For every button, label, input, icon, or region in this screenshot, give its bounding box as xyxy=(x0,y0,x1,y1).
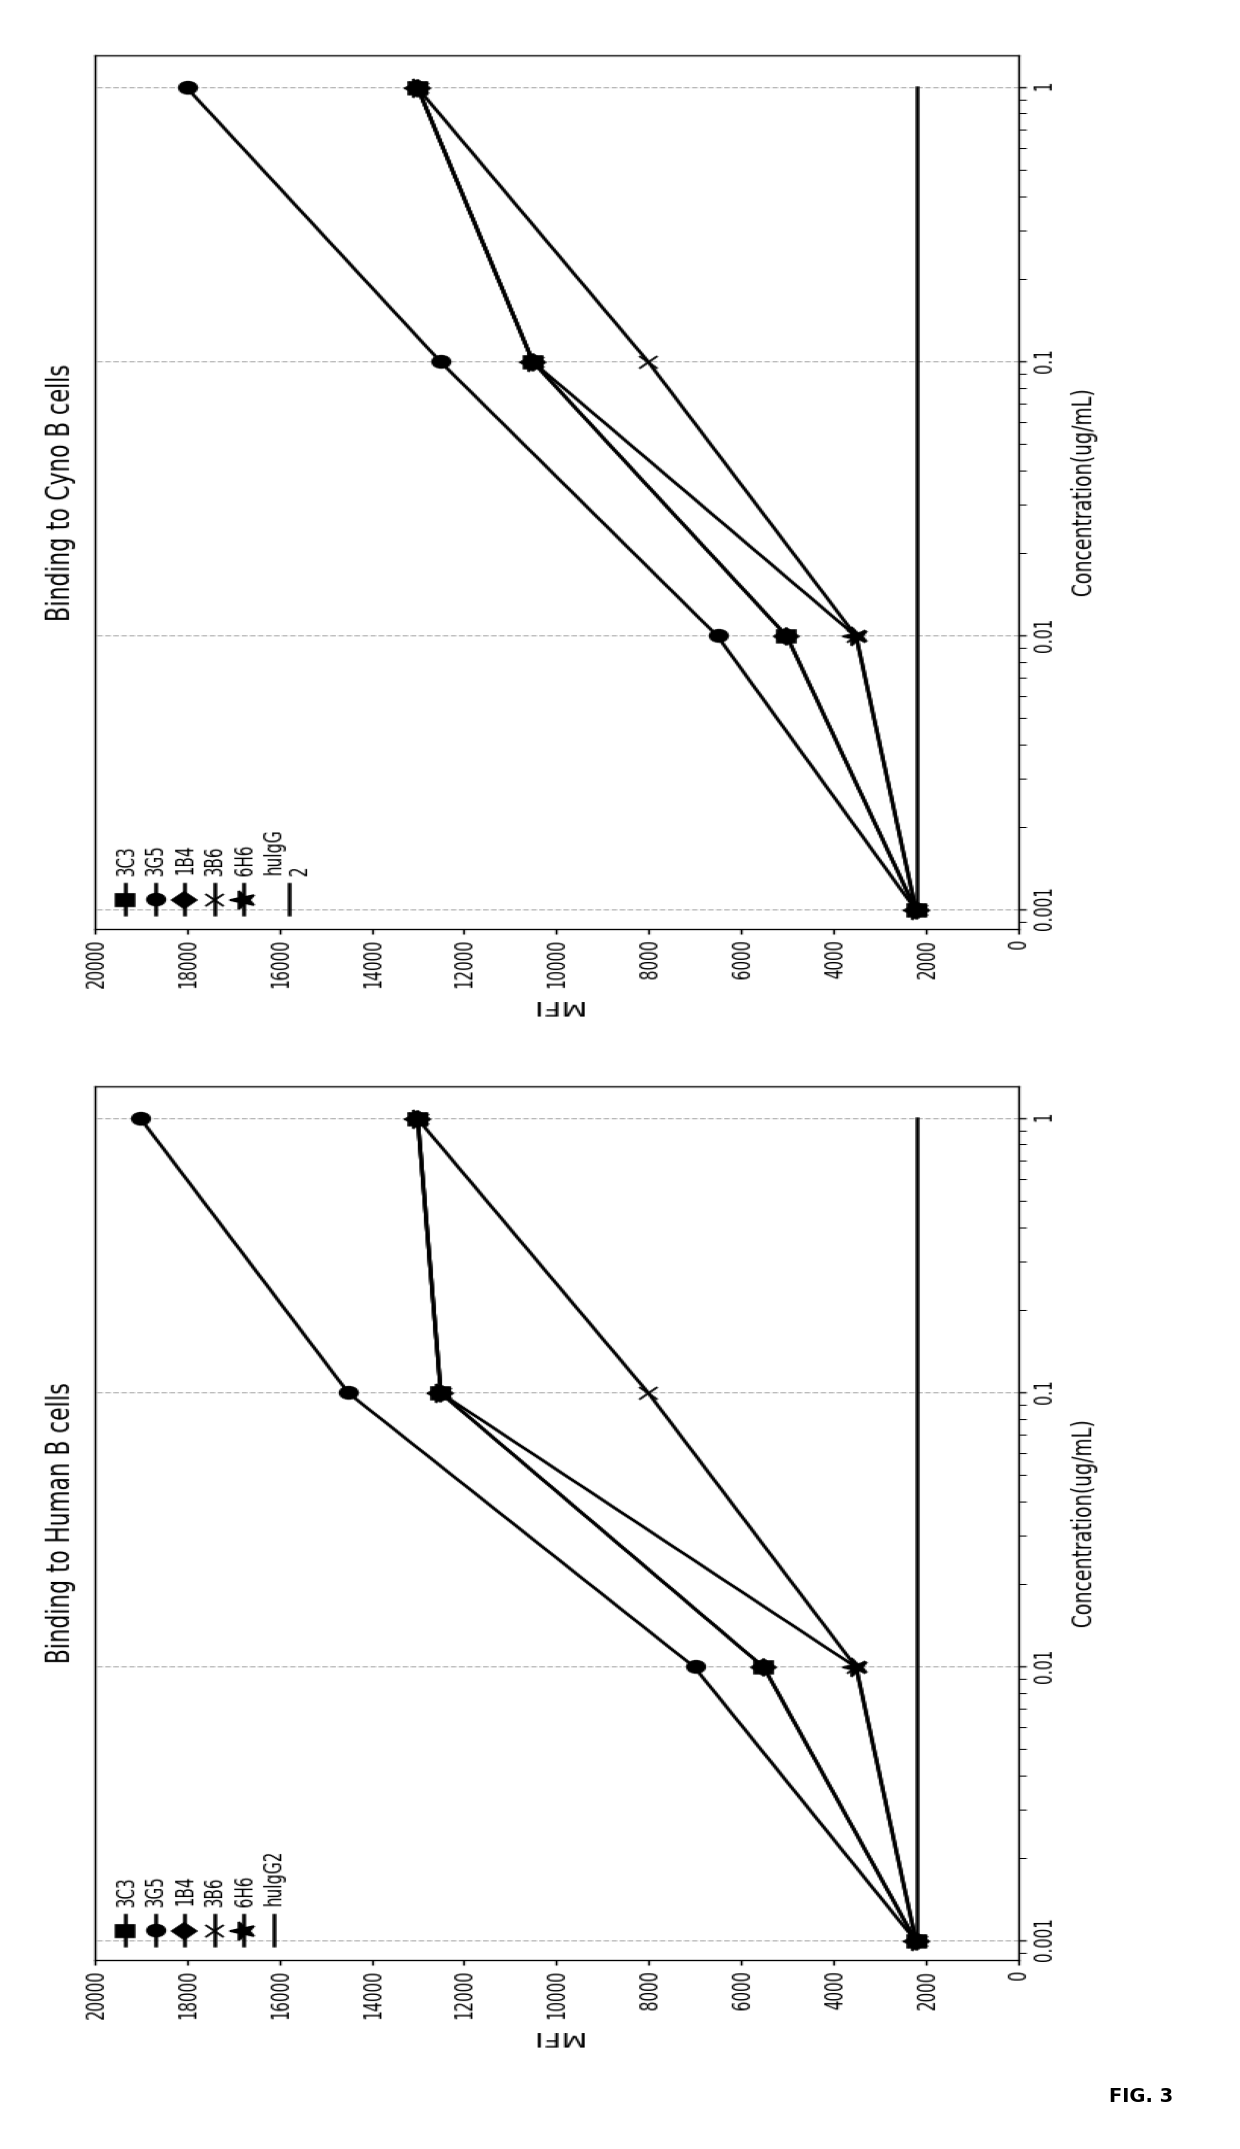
Text: FIG. 3: FIG. 3 xyxy=(1109,2087,1173,2106)
